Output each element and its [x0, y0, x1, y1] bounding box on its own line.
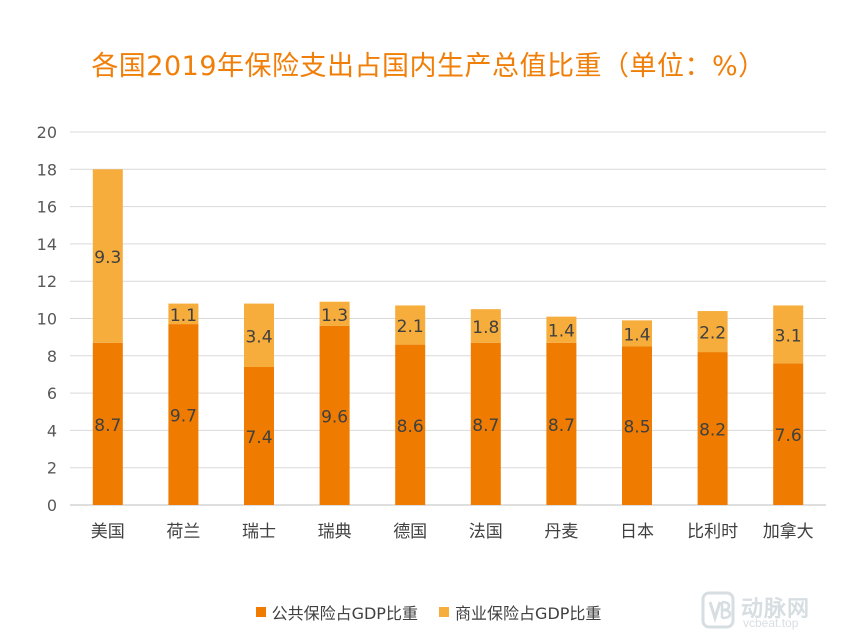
- chart-title: 各国2019年保险支出占国内生产总值比重（单位：%）: [91, 51, 766, 82]
- x-tick-label: 法国: [469, 522, 503, 542]
- watermark-text: 动脉网: [741, 597, 811, 622]
- x-tick-label: 加拿大: [763, 521, 814, 542]
- x-axis-ticks: 美国 荷兰 瑞士 瑞典 德国 法国 丹麦 日本 比利时 加拿大: [91, 521, 814, 542]
- bar-public: [92, 342, 123, 505]
- bar-public: [395, 344, 426, 505]
- y-tick-label: 4: [47, 421, 57, 440]
- data-label-public: 8.7: [548, 416, 575, 436]
- x-tick-label: 比利时: [687, 522, 738, 542]
- x-tick-label: 德国: [393, 522, 427, 542]
- legend: 公共保险占GDP比重 商业保险占GDP比重: [0, 600, 857, 624]
- bar-public: [470, 342, 501, 505]
- data-label-public: 7.6: [775, 426, 802, 446]
- data-label-public: 8.2: [699, 421, 726, 441]
- data-label-commercial: 1.3: [321, 306, 348, 326]
- x-tick-label: 瑞典: [318, 522, 352, 542]
- y-tick-label: 0: [47, 496, 57, 515]
- data-label-commercial: 1.4: [623, 325, 650, 345]
- data-label-commercial: 3.4: [245, 327, 272, 347]
- x-tick-label: 瑞士: [242, 522, 276, 542]
- data-label-commercial: 9.3: [94, 248, 121, 268]
- legend-swatch-public: [255, 607, 266, 617]
- data-label-commercial: 1.4: [548, 322, 575, 342]
- bar-commercial: [622, 320, 652, 347]
- bar-commercial: [244, 303, 274, 367]
- legend-label-public: 公共保险占GDP比重: [271, 604, 418, 623]
- data-label-public: 9.6: [321, 407, 348, 427]
- data-label-public: 8.7: [472, 416, 499, 436]
- bar-commercial: [546, 316, 577, 343]
- vb-logo-icon: [701, 591, 735, 629]
- watermark-logo: 动脉网 vcbeat.top: [697, 589, 847, 633]
- data-label-public: 8.5: [623, 418, 650, 438]
- bar-commercial: [395, 305, 426, 345]
- bar-commercial: [92, 169, 123, 343]
- x-tick-label: 日本: [620, 522, 654, 542]
- bar-public: [546, 342, 577, 505]
- y-tick-label: 10: [37, 310, 57, 329]
- bar-public: [168, 324, 199, 505]
- stacked-bar-chart: 0 2 4 6 8 10 12 14 16 18 20 8.7 9.3 9.7 1.1 7.4 3.4 9.6 1…: [37, 123, 826, 542]
- bar-commercial: [773, 305, 804, 364]
- y-tick-label: 16: [37, 198, 57, 217]
- data-label-commercial: 3.1: [775, 326, 802, 346]
- bar-commercial: [168, 303, 199, 325]
- legend-item-public: 公共保险占GDP比重: [255, 600, 418, 624]
- bar-public: [773, 363, 804, 505]
- x-tick-label: 美国: [91, 522, 125, 542]
- bar-public: [697, 352, 728, 505]
- data-label-public: 7.4: [245, 428, 272, 448]
- data-label-commercial: 1.1: [170, 306, 197, 326]
- bar-commercial: [697, 311, 728, 353]
- data-label-public: 8.7: [94, 416, 121, 436]
- y-tick-label: 20: [37, 123, 57, 142]
- data-label-commercial: 2.1: [397, 317, 424, 337]
- bar-public: [244, 366, 274, 505]
- data-label-public: 9.7: [170, 407, 197, 427]
- y-tick-label: 8: [47, 347, 57, 366]
- y-tick-label: 18: [37, 160, 57, 179]
- bar-public: [319, 325, 350, 505]
- legend-swatch-commercial: [439, 607, 450, 617]
- bar-commercial: [319, 301, 350, 326]
- data-label-commercial: 2.2: [699, 324, 726, 344]
- y-axis-ticks: 0 2 4 6 8 10 12 14 16 18 20: [37, 123, 57, 515]
- y-tick-label: 14: [37, 235, 57, 254]
- x-tick-label: 丹麦: [544, 522, 578, 542]
- bar-public: [622, 346, 652, 505]
- bars: [92, 169, 804, 505]
- watermark-sub: vcbeat.top: [743, 616, 799, 630]
- bar-labels: 8.7 9.3 9.7 1.1 7.4 3.4 9.6 1.3 8.6 2.1 8.7 1.8 8.7 1…: [94, 248, 801, 448]
- bar-commercial: [470, 309, 501, 343]
- legend-item-commercial: 商业保险占GDP比重: [439, 600, 601, 624]
- data-label-public: 8.6: [397, 417, 424, 437]
- legend-label-commercial: 商业保险占GDP比重: [455, 604, 602, 623]
- y-tick-label: 12: [37, 272, 57, 291]
- x-tick-label: 荷兰: [166, 522, 200, 542]
- data-label-commercial: 1.8: [472, 318, 499, 338]
- y-tick-label: 6: [47, 384, 57, 403]
- y-tick-label: 2: [47, 459, 57, 478]
